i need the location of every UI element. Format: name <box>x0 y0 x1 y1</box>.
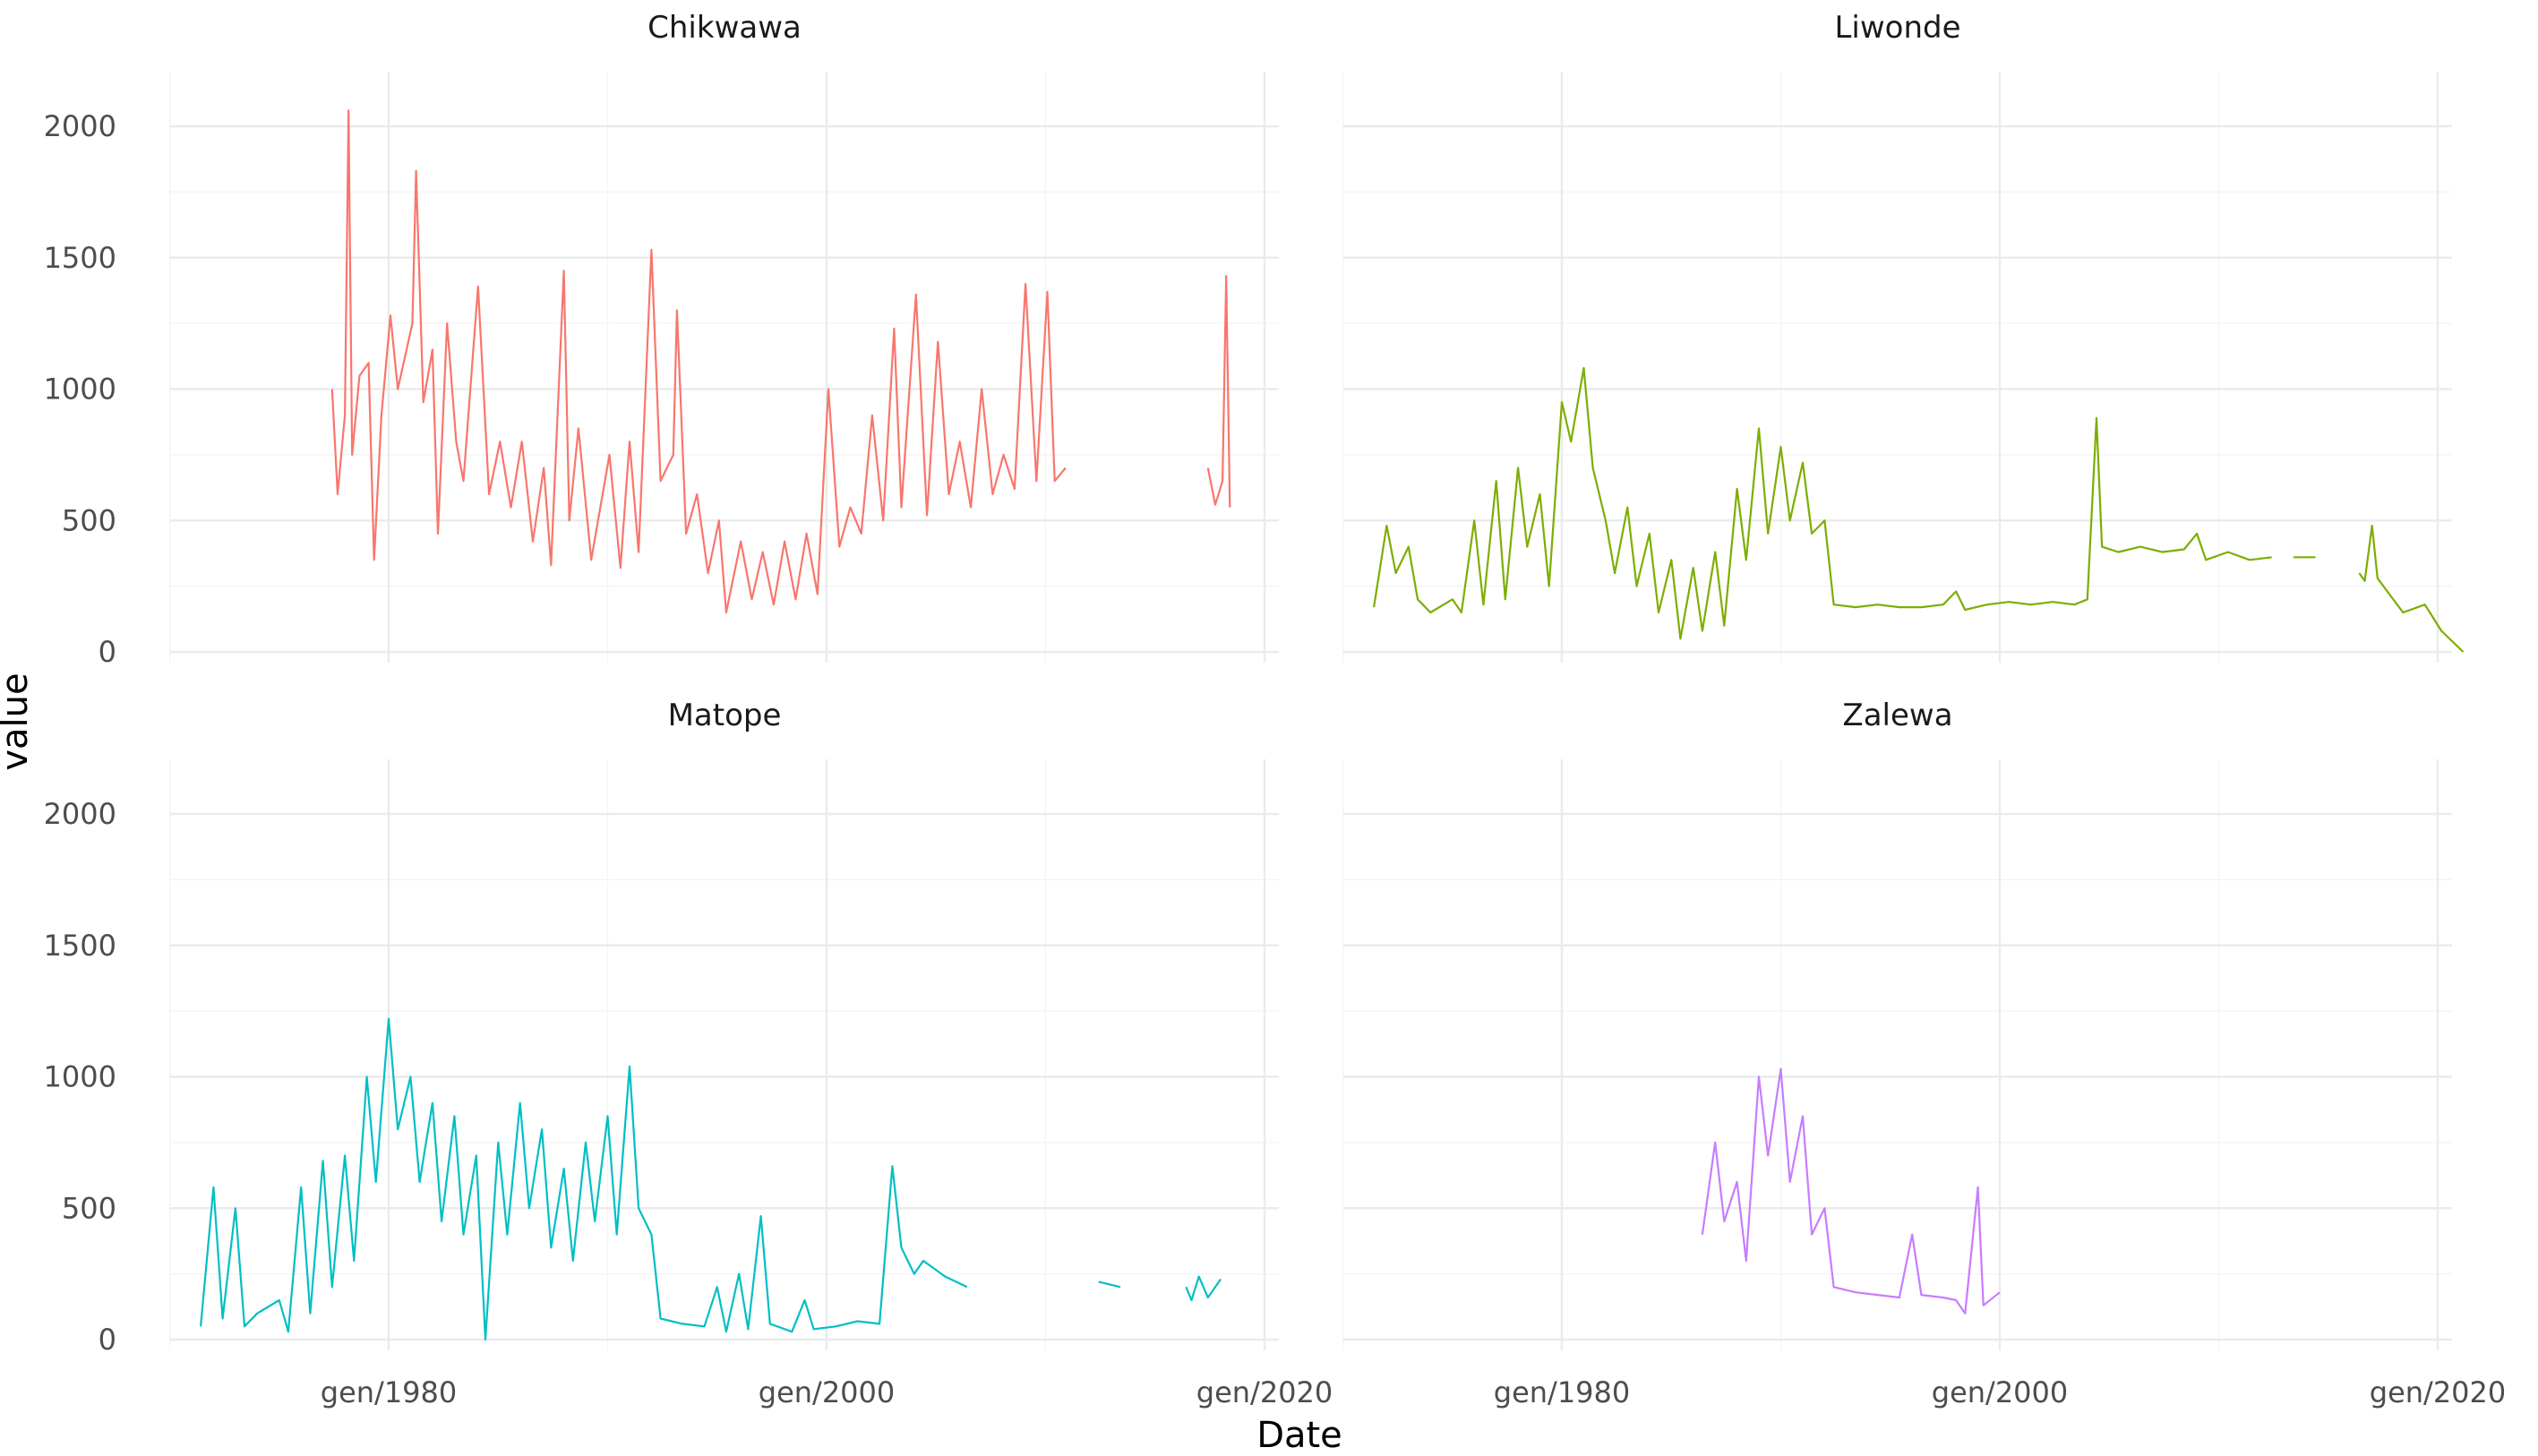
y-tick-label: 1000 <box>44 373 116 407</box>
panel-title: Liwonde <box>1834 10 1960 46</box>
y-tick-label: 2000 <box>44 797 116 831</box>
panel-title: Zalewa <box>1842 698 1952 733</box>
x-tick-label: gen/1980 <box>321 1375 458 1409</box>
y-tick-label: 0 <box>99 1323 116 1357</box>
panel-liwonde: Liwonde <box>1342 10 2465 663</box>
panel-title: Matope <box>668 698 782 733</box>
y-tick-label: 0 <box>99 635 116 669</box>
x-tick-label: gen/2020 <box>1196 1375 1333 1409</box>
x-tick-label: gen/1980 <box>1494 1375 1631 1409</box>
x-tick-label: gen/2000 <box>1932 1375 2069 1409</box>
x-tick-label: gen/2020 <box>2370 1375 2507 1409</box>
series-line-matope <box>200 1017 1222 1341</box>
series-line-liwonde <box>1373 366 2465 653</box>
y-tick-label: 1500 <box>44 241 116 275</box>
panel-title: Chikwawa <box>647 10 802 46</box>
chart-panels: 0 500 1000 1500 2000 Chikwawa Liwonde 0 500 1000 1… <box>44 10 2507 1409</box>
y-tick-label: 2000 <box>44 109 116 143</box>
y-tick-label: 1000 <box>44 1060 116 1094</box>
y-axis-title: value <box>0 672 36 770</box>
y-tick-label: 500 <box>62 1191 116 1225</box>
x-axis-title: Date <box>1256 1415 1342 1456</box>
panel-matope: 0 500 1000 1500 2000 gen/1980 gen/2000 gen/2020… <box>44 698 1333 1409</box>
y-tick-label: 500 <box>62 503 116 537</box>
series-line-zalewa <box>1701 1067 2001 1315</box>
panel-zalewa: gen/1980 gen/2000 gen/2020 Zalewa <box>1342 698 2507 1409</box>
series-line-chikwawa <box>330 109 1231 614</box>
panel-chikwawa: 0 500 1000 1500 2000 Chikwawa <box>44 10 1279 669</box>
y-tick-label: 1500 <box>44 929 116 963</box>
x-tick-label: gen/2000 <box>759 1375 896 1409</box>
